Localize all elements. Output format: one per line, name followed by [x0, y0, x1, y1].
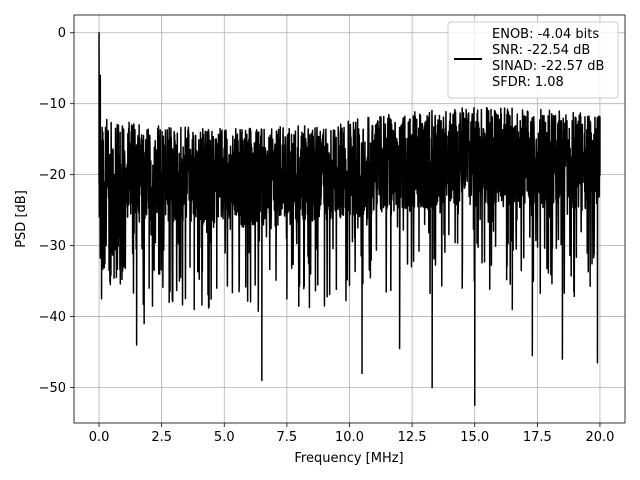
x-tick-label: 12.5 — [398, 430, 427, 445]
y-tick-label: −10 — [39, 97, 66, 112]
psd-trace — [98, 31, 601, 407]
x-tick-label: 20.0 — [585, 430, 614, 445]
y-tick-label: −50 — [39, 381, 66, 396]
x-tick-label: 0.0 — [89, 430, 110, 445]
x-tick-label: 17.5 — [523, 430, 552, 445]
axes-frame — [73, 14, 626, 424]
x-tick-label: 2.5 — [151, 430, 172, 445]
y-tick-label: −40 — [39, 310, 66, 325]
tick-labels: 0.0 2.5 5.0 7.5 10.0 12.5 15.0 17.5 20.0 0 −10 −20 −… — [39, 26, 615, 445]
legend-box — [447, 21, 619, 99]
psd-line — [98, 31, 601, 407]
x-tick-label: 15.0 — [460, 430, 489, 445]
x-axis-label: Frequency [MHz] — [294, 451, 403, 466]
x-tick-label: 10.0 — [335, 430, 364, 445]
x-tick-label: 5.0 — [214, 430, 235, 445]
legend-entry: SFDR: 1.08 — [492, 75, 564, 90]
y-tick-label: −30 — [39, 239, 66, 254]
axes — [70, 14, 626, 427]
y-tick-label: −20 — [39, 168, 66, 183]
legend-entry: SNR: -22.54 dB — [492, 43, 590, 58]
y-axis-label: PSD [dB] — [14, 190, 29, 248]
legend-entry: SINAD: -22.57 dB — [492, 59, 604, 74]
y-tick-label: 0 — [58, 26, 66, 41]
legend-entry: ENOB: -4.04 bits — [492, 27, 599, 42]
x-tick-label: 7.5 — [277, 430, 298, 445]
